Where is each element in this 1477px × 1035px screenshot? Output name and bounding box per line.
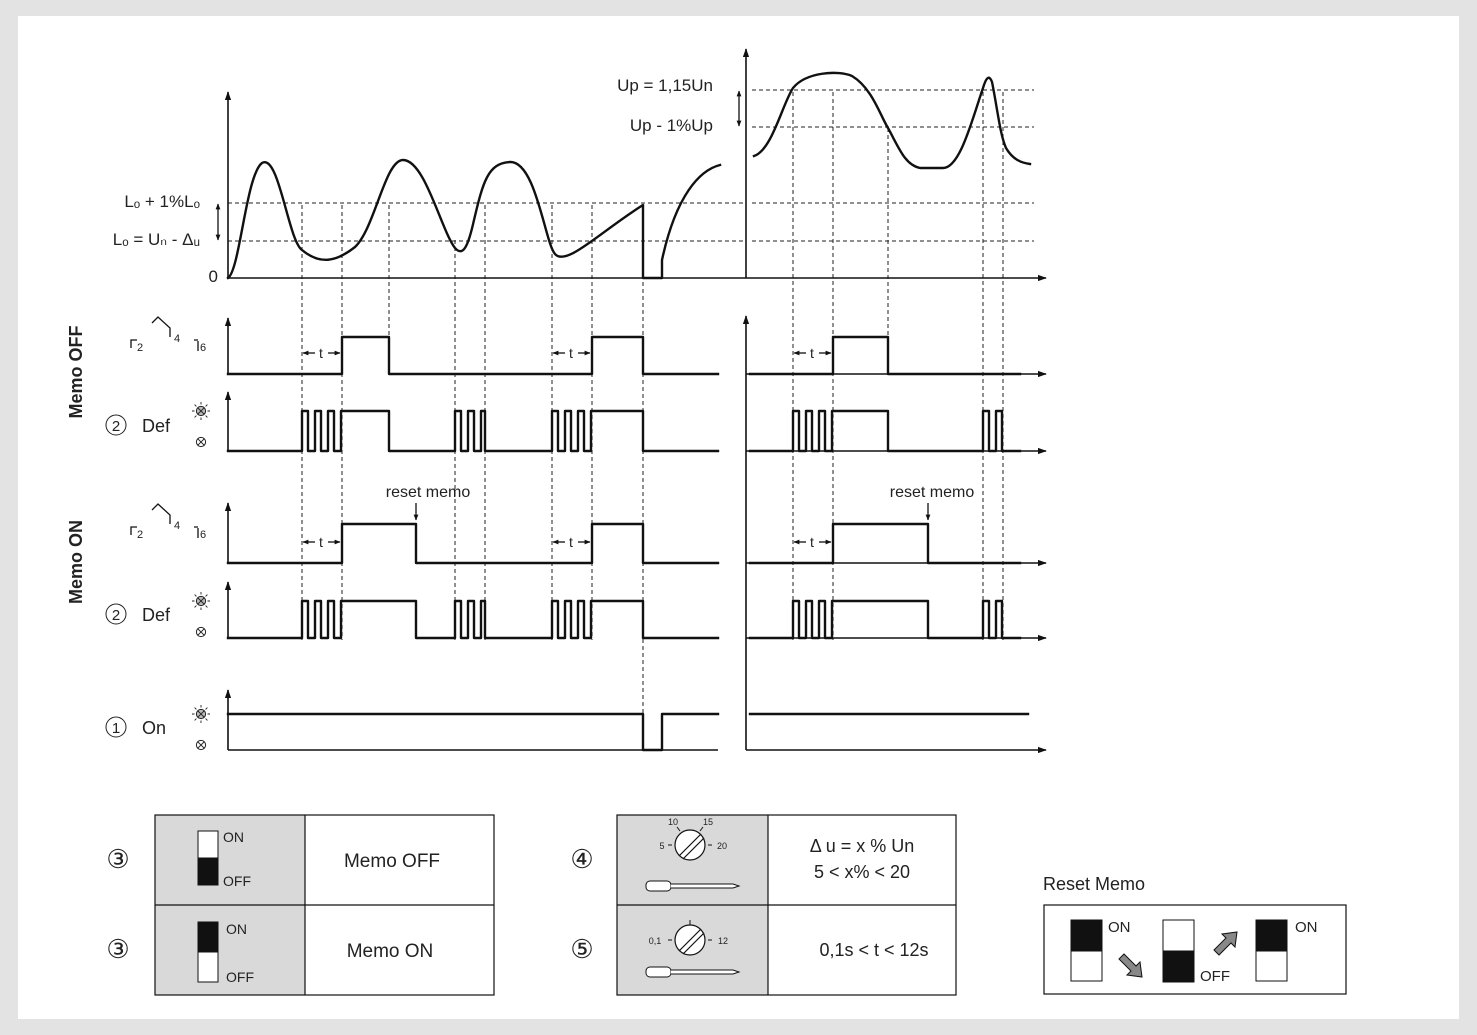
svg-text:20: 20 (717, 841, 727, 851)
potentiometer-table: ④ ⑤ 10 15 5 20 Δ u = x % Un 5 < x% < 20 (570, 814, 957, 996)
led-on-icon (191, 401, 211, 421)
svg-text:1: 1 (112, 720, 120, 737)
memo-switch-table: ③ ③ ON OFF Memo OFF ON OFF Memo ON (106, 814, 495, 996)
x-range-text: 5 < x% < 20 (814, 862, 910, 882)
t-label: t (319, 534, 323, 550)
relay-contact-icon: 2 4 6 (130, 503, 206, 541)
t-label: t (569, 534, 573, 550)
svg-text:0,1: 0,1 (649, 936, 662, 946)
lo-plus-label: Lₒ + 1%Lₒ (124, 192, 200, 211)
on-power-trace (224, 315, 1047, 754)
time-delay-markers: t t t t t t (302, 345, 832, 550)
led-on-icon (191, 591, 211, 611)
memo-off-def-trace (224, 391, 1047, 455)
svg-text:ON: ON (223, 829, 244, 845)
dial-icon (668, 920, 712, 956)
left-voltage-chart (215, 91, 746, 280)
reset-memo-annotations: reset memo reset memo (386, 484, 975, 521)
screwdriver-icon (645, 880, 741, 892)
reset-memo-box: Reset Memo ON OFF ON (1043, 874, 1347, 995)
svg-text:ON: ON (226, 921, 247, 937)
dip-switch-on-icon (1070, 919, 1103, 982)
svg-text:OFF: OFF (226, 969, 254, 985)
dial-icon (668, 826, 712, 861)
svg-text:④: ④ (570, 844, 593, 874)
svg-text:4: 4 (174, 333, 180, 345)
dashed-projection-lines (301, 92, 1004, 715)
t-label: t (810, 345, 814, 361)
memo-on-def-trace (224, 581, 1047, 642)
svg-text:2: 2 (112, 607, 120, 624)
t-label: t (569, 345, 573, 361)
led-off-icon (195, 626, 207, 638)
svg-text:⑤: ⑤ (570, 934, 593, 964)
svg-text:③: ③ (106, 844, 129, 874)
right-voltage-chart (736, 48, 1047, 282)
svg-text:2: 2 (112, 418, 120, 435)
t-range-text: 0,1s < t < 12s (819, 940, 928, 960)
threshold-lines (228, 89, 1034, 242)
up-minus-label: Up - 1%Up (630, 116, 713, 135)
svg-text:15: 15 (703, 817, 713, 827)
svg-text:4: 4 (174, 520, 180, 532)
zero-label: 0 (209, 267, 218, 286)
memo-on-relay-trace (224, 502, 1047, 567)
memo-on-label: Memo ON (347, 941, 434, 962)
memo-off-relay-trace (224, 317, 1047, 378)
svg-text:5: 5 (659, 841, 664, 851)
screwdriver-icon (645, 966, 741, 978)
svg-text:ON: ON (1295, 919, 1318, 936)
svg-text:OFF: OFF (1200, 968, 1230, 985)
up-label: Up = 1,15Un (617, 76, 713, 95)
left-axis-labels: Lₒ + 1%Lₒ Lₒ = Uₙ - Δᵤ 0 Up = 1,15Un Up … (66, 76, 713, 751)
svg-text:ON: ON (1108, 919, 1131, 936)
arrow-down-right-icon (1118, 953, 1143, 978)
memo-off-side-label: Memo OFF (66, 325, 86, 418)
svg-text:2: 2 (137, 342, 143, 354)
svg-text:OFF: OFF (223, 873, 251, 889)
delta-u-text: Δ u = x % Un (810, 836, 915, 856)
svg-text:10: 10 (668, 817, 678, 827)
dip-switch-on-icon (197, 921, 219, 983)
reset-memo-title: Reset Memo (1043, 874, 1145, 894)
memo-on-side-label: Memo ON (66, 520, 86, 604)
dip-switch-off-icon (1162, 919, 1195, 983)
reset-memo-label: reset memo (386, 484, 471, 501)
led-on-icon (191, 704, 211, 724)
led-off-icon (195, 436, 207, 448)
dip-switch-on-icon (1255, 919, 1288, 982)
led-off-icon (195, 739, 207, 751)
memo-off-label: Memo OFF (344, 851, 440, 872)
t-label: t (319, 345, 323, 361)
dip-switch-off-icon (197, 830, 219, 886)
relay-contact-icon: 2 4 6 (130, 316, 206, 354)
svg-text:③: ③ (106, 934, 129, 964)
svg-text:6: 6 (200, 342, 206, 354)
reset-memo-label: reset memo (890, 484, 975, 501)
arrow-up-right-icon (1213, 931, 1238, 956)
def-label: Def (142, 416, 171, 436)
lo-equation-label: Lₒ = Uₙ - Δᵤ (113, 230, 200, 249)
svg-text:12: 12 (718, 936, 728, 946)
t-label: t (810, 534, 814, 550)
svg-text:2: 2 (137, 529, 143, 541)
def-label: Def (142, 605, 171, 625)
svg-text:6: 6 (200, 529, 206, 541)
on-label: On (142, 718, 166, 738)
